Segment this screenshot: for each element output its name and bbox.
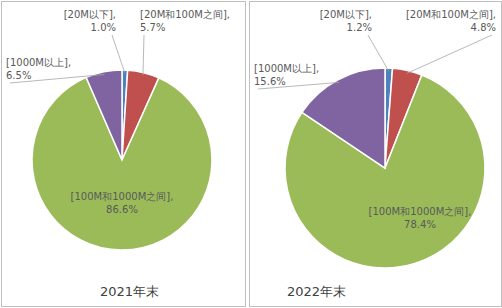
label-category: [20M以下], [64,9,116,20]
label-value: 1.2% [347,22,372,33]
label-category: [20M和100M之间], [140,9,230,20]
chart-root: [20M以下], 1.0% [20M和100M之间], 5.7% [100M和1000M… [0,0,502,308]
label-value: 1.0% [91,22,116,33]
label-value: 5.7% [140,22,165,33]
pie-slice [302,68,385,168]
leader-line [407,35,492,73]
pie-slice [86,70,122,160]
label-category: [1000M以上], [254,63,319,74]
panel-title: 2021年末 [100,284,159,299]
data-label: [20M以下], 1.0% [64,9,116,33]
pie-panel: [20M以下], 1.2% [20M和100M之间], 4.8% [100M和1000M… [250,2,502,307]
slices [285,68,485,268]
label-value: 86.6% [106,204,138,215]
label-category: [20M和100M之间], [406,9,496,20]
data-label: [1000M以上], 15.6% [254,63,319,87]
leader-line [368,35,389,71]
data-label: [20M以下], 1.2% [320,9,372,33]
data-label: [100M和1000M之间], 86.6% [71,191,174,215]
data-label: [1000M以上], 6.5% [6,57,71,81]
label-value: 6.5% [6,70,31,81]
data-label: [100M和1000M之间], 78.4% [369,206,472,230]
label-value: 4.8% [471,22,496,33]
label-category: [1000M以上], [6,57,71,68]
data-label: [20M和100M之间], 5.7% [140,9,230,33]
label-category: [20M以下], [320,9,372,20]
leader-line [143,35,144,75]
label-category: [100M和1000M之间], [71,191,174,202]
label-category: [100M和1000M之间], [369,206,472,217]
panel-title: 2022年末 [287,284,346,299]
label-value: 15.6% [254,76,286,87]
data-label: [20M和100M之间], 4.8% [406,9,496,33]
panel-frame [250,2,502,307]
label-value: 78.4% [404,219,436,230]
panel-frame [2,2,246,307]
slices [32,70,212,250]
pie-panel: [20M以下], 1.0% [20M和100M之间], 5.7% [100M和1000M… [2,2,246,307]
leader-line [112,35,125,73]
